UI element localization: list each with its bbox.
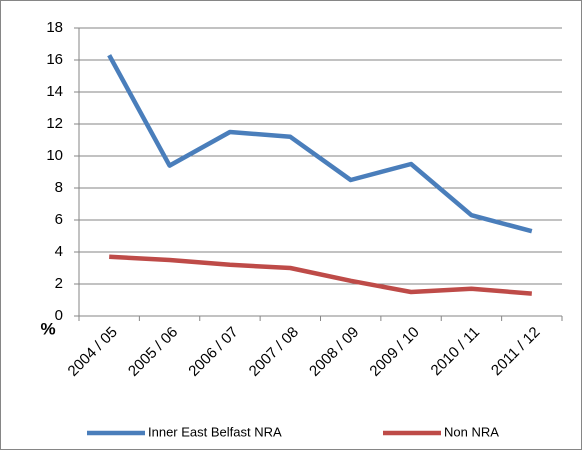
y-tick-label: 6 xyxy=(55,211,63,228)
y-tick-label: 18 xyxy=(46,19,63,36)
y-tick-label: 8 xyxy=(55,179,63,196)
y-tick-label: 14 xyxy=(46,83,63,100)
y-axis-label: % xyxy=(40,319,55,338)
y-tick-label: 12 xyxy=(46,115,63,132)
y-tick-label: 16 xyxy=(46,51,63,68)
y-tick-label: 4 xyxy=(55,243,63,260)
y-tick-label: 2 xyxy=(55,275,63,292)
series-line xyxy=(109,254,532,296)
y-tick-label: 10 xyxy=(46,147,63,164)
legend-label: Inner East Belfast NRA xyxy=(148,424,282,439)
y-tick-label: 0 xyxy=(55,307,63,324)
legend-label: Non NRA xyxy=(444,424,499,439)
series-line xyxy=(107,54,533,234)
